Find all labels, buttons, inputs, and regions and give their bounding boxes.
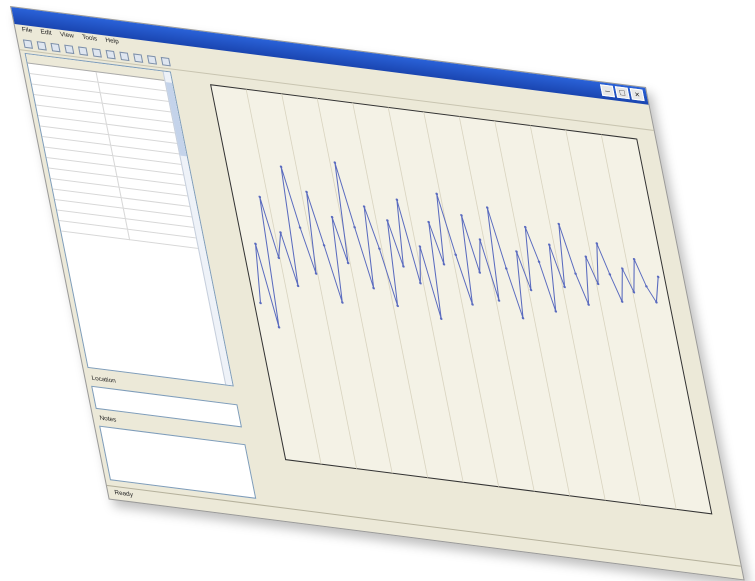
data-point [554, 310, 558, 313]
chart-svg [210, 84, 713, 515]
data-point [386, 219, 389, 222]
screenshot-scene: – □ × File Edit View Tools Help [10, 6, 745, 581]
data-point [460, 214, 463, 217]
data-point [362, 205, 366, 208]
data-point [548, 243, 551, 247]
open-icon[interactable] [22, 38, 33, 49]
data-point [396, 304, 399, 308]
data-point [427, 220, 430, 224]
data-point [557, 222, 561, 226]
grid-line [565, 129, 642, 505]
location-label: Location [91, 375, 117, 385]
data-point [584, 255, 588, 259]
cut-icon[interactable] [50, 42, 61, 52]
data-point [333, 161, 337, 164]
data-point [563, 285, 566, 289]
data-point [279, 165, 283, 169]
grid-line [458, 116, 535, 492]
grid-line [352, 102, 429, 478]
grid-line [423, 111, 500, 487]
chart-icon[interactable] [133, 52, 144, 63]
data-point [454, 253, 458, 257]
data-point [645, 285, 648, 288]
data-point [395, 198, 399, 202]
data-point [378, 247, 381, 250]
close-button[interactable]: × [629, 87, 645, 102]
series-line [254, 162, 659, 328]
data-point [341, 301, 344, 304]
data-point [435, 192, 439, 196]
data-point [523, 225, 527, 229]
grid-line [529, 125, 606, 501]
grid-line [281, 93, 358, 469]
pan-icon[interactable] [119, 51, 130, 61]
print-icon[interactable] [160, 56, 171, 66]
data-point [504, 267, 508, 270]
data-point [621, 267, 624, 270]
copy-icon[interactable] [64, 44, 75, 54]
data-point [587, 303, 590, 306]
data-point [595, 242, 599, 245]
data-point [529, 288, 533, 292]
data-point [277, 256, 281, 260]
zoom-in-icon[interactable] [91, 47, 102, 58]
data-point [655, 300, 658, 304]
data-point [574, 272, 577, 275]
data-point [419, 281, 422, 285]
data-point [314, 272, 318, 275]
data-point [305, 190, 308, 194]
grid-line [600, 134, 677, 510]
data-point [330, 215, 334, 219]
data-point [279, 231, 282, 234]
data-point [346, 261, 350, 265]
maximize-button[interactable]: □ [614, 86, 630, 100]
chart-panel [179, 73, 733, 561]
data-point [277, 325, 281, 329]
data-point [478, 271, 482, 274]
data-point [632, 290, 636, 294]
data-point [353, 226, 356, 229]
data-point [596, 282, 600, 286]
data-point [418, 245, 422, 248]
data-point [258, 195, 262, 199]
data-point [298, 226, 302, 229]
grid-line [316, 98, 393, 474]
data-point [322, 244, 326, 247]
settings-icon[interactable] [146, 54, 157, 65]
data-point [402, 265, 405, 268]
data-point [620, 300, 624, 303]
paste-icon[interactable] [77, 45, 89, 56]
data-point [372, 286, 375, 290]
data-point [497, 299, 501, 302]
data-point [608, 273, 612, 276]
data-point [521, 316, 525, 320]
data-point [656, 275, 660, 279]
save-icon[interactable] [36, 40, 47, 51]
data-point [254, 242, 257, 246]
data-point [439, 317, 443, 320]
notes-label: Notes [99, 415, 117, 424]
data-point [515, 250, 518, 253]
grid-line [245, 89, 322, 465]
data-point [632, 257, 636, 261]
data-point [442, 262, 446, 266]
app-window: – □ × File Edit View Tools Help [10, 6, 745, 581]
grid-line [494, 120, 571, 496]
data-point [296, 284, 300, 288]
data-point [537, 260, 541, 264]
data-point [485, 206, 489, 209]
grid-line [387, 107, 464, 483]
data-point [259, 301, 262, 305]
data-point [471, 303, 474, 306]
zoom-out-icon[interactable] [105, 49, 116, 59]
data-point [478, 238, 482, 241]
minimize-button[interactable]: – [599, 84, 616, 98]
